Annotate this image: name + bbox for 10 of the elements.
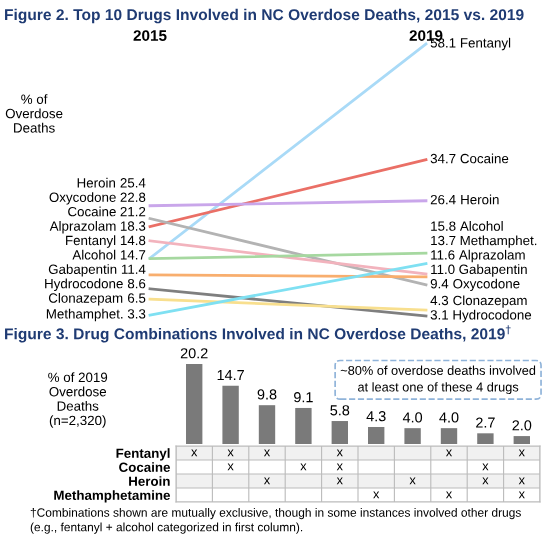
bar: [368, 426, 385, 444]
bar: [258, 405, 276, 444]
bar: [513, 436, 530, 444]
bar: [186, 364, 203, 444]
bar: [477, 433, 494, 444]
bar: [295, 407, 312, 444]
bar: [440, 428, 458, 444]
bar: [222, 385, 239, 444]
bar: [331, 421, 348, 444]
bar: [404, 428, 421, 444]
